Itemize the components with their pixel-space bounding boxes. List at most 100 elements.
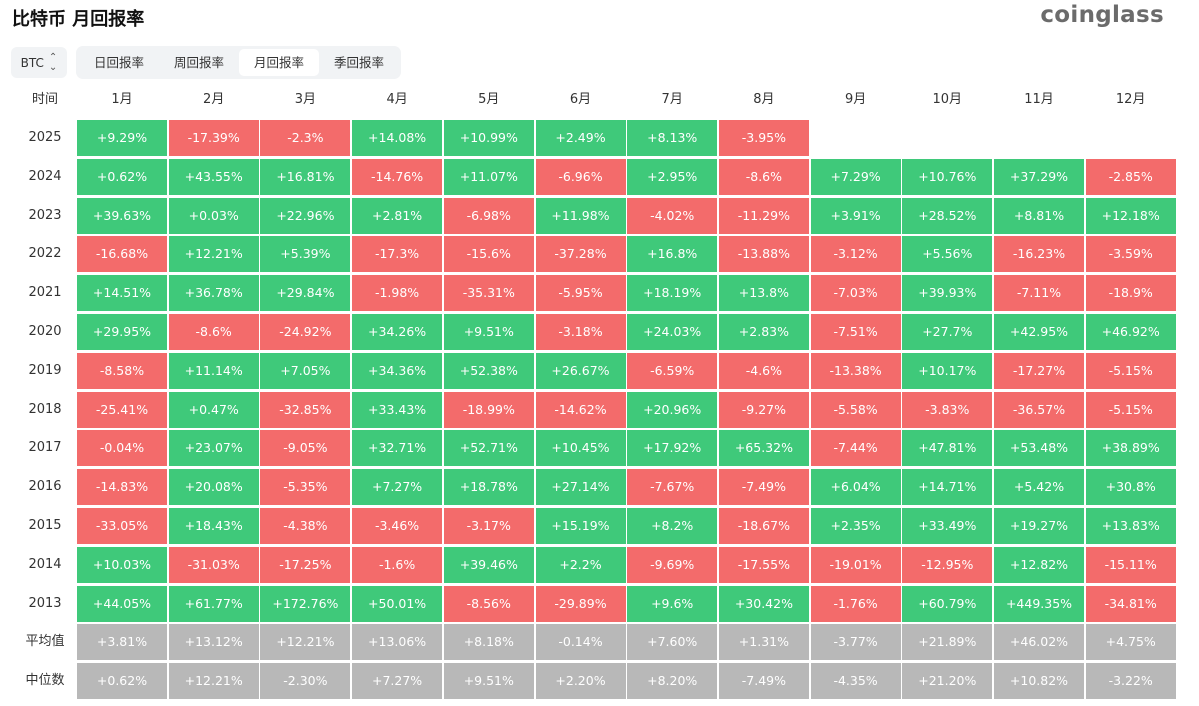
stat-cell[interactable]: +3.81% — [77, 624, 167, 661]
return-cell[interactable]: -15.6% — [443, 236, 534, 273]
return-cell[interactable]: +10.76% — [902, 158, 993, 195]
return-cell[interactable]: +23.07% — [168, 430, 259, 467]
return-cell[interactable]: -17.27% — [994, 352, 1084, 389]
return-cell[interactable]: +10.45% — [535, 430, 626, 467]
return-cell[interactable]: -13.88% — [718, 236, 809, 273]
return-cell[interactable]: +14.51% — [77, 275, 167, 312]
return-cell[interactable]: +2.2% — [535, 546, 626, 583]
return-cell[interactable]: +43.55% — [168, 158, 259, 195]
return-cell[interactable]: +29.84% — [260, 275, 351, 312]
return-cell[interactable]: -14.83% — [77, 469, 167, 506]
stat-cell[interactable]: -0.14% — [535, 624, 626, 661]
return-cell[interactable]: +16.81% — [260, 158, 351, 195]
return-cell[interactable]: -16.68% — [77, 236, 167, 273]
return-cell[interactable]: -2.85% — [1085, 158, 1176, 195]
stat-cell[interactable]: +7.60% — [627, 624, 718, 661]
return-cell[interactable]: +32.71% — [352, 430, 443, 467]
return-cell[interactable]: +11.14% — [168, 352, 259, 389]
return-cell[interactable]: +2.81% — [352, 197, 443, 234]
return-cell[interactable]: +172.76% — [260, 585, 351, 622]
return-cell[interactable]: +11.98% — [535, 197, 626, 234]
coin-selector[interactable]: BTC ⌃ ⌄ — [11, 47, 67, 78]
return-cell[interactable]: +33.43% — [352, 391, 443, 428]
return-cell[interactable]: +39.93% — [902, 275, 993, 312]
stat-cell[interactable]: +21.20% — [902, 663, 993, 700]
return-cell[interactable]: -1.98% — [352, 275, 443, 312]
return-cell[interactable]: -7.03% — [810, 275, 901, 312]
return-cell[interactable]: -3.12% — [810, 236, 901, 273]
return-cell[interactable]: +33.49% — [902, 508, 993, 544]
return-cell[interactable]: -5.15% — [1085, 352, 1176, 389]
stat-cell[interactable]: +13.06% — [352, 624, 443, 661]
return-cell[interactable]: +2.35% — [810, 508, 901, 544]
return-cell[interactable]: -37.28% — [535, 236, 626, 273]
return-cell[interactable]: +8.13% — [627, 120, 718, 156]
return-cell[interactable]: -7.44% — [810, 430, 901, 467]
return-cell[interactable]: -0.04% — [77, 430, 167, 467]
return-cell[interactable]: -1.6% — [352, 546, 443, 583]
return-cell[interactable]: +18.19% — [627, 275, 718, 312]
return-cell[interactable]: -17.39% — [168, 120, 259, 156]
return-cell[interactable]: +16.8% — [627, 236, 718, 273]
return-cell[interactable]: -34.81% — [1085, 585, 1176, 622]
return-cell[interactable]: +7.29% — [810, 158, 901, 195]
return-cell[interactable]: -24.92% — [260, 314, 351, 350]
return-cell[interactable]: +8.81% — [994, 197, 1084, 234]
return-cell[interactable]: +30.8% — [1085, 469, 1176, 506]
stat-cell[interactable]: +8.18% — [443, 624, 534, 661]
return-cell[interactable]: +12.82% — [994, 546, 1084, 583]
return-cell[interactable]: -17.3% — [352, 236, 443, 273]
return-cell[interactable]: -11.29% — [718, 197, 809, 234]
return-cell[interactable]: +2.49% — [535, 120, 626, 156]
return-cell[interactable]: -8.6% — [718, 158, 809, 195]
return-cell[interactable]: -8.56% — [443, 585, 534, 622]
return-cell[interactable]: +46.92% — [1085, 314, 1176, 350]
stat-cell[interactable]: +0.62% — [77, 663, 167, 700]
return-cell[interactable]: +5.42% — [994, 469, 1084, 506]
return-cell[interactable]: -18.67% — [718, 508, 809, 544]
return-cell[interactable]: -7.67% — [627, 469, 718, 506]
return-cell[interactable]: -14.76% — [352, 158, 443, 195]
return-cell[interactable]: -3.83% — [902, 391, 993, 428]
return-cell[interactable]: +22.96% — [260, 197, 351, 234]
return-cell[interactable]: -9.05% — [260, 430, 351, 467]
return-cell[interactable]: +6.04% — [810, 469, 901, 506]
stat-cell[interactable]: -3.22% — [1085, 663, 1176, 700]
return-cell[interactable]: +15.19% — [535, 508, 626, 544]
return-cell[interactable]: -9.69% — [627, 546, 718, 583]
return-cell[interactable]: +5.39% — [260, 236, 351, 273]
return-cell[interactable]: +30.42% — [718, 585, 809, 622]
return-cell[interactable]: +12.18% — [1085, 197, 1176, 234]
return-cell[interactable]: +3.91% — [810, 197, 901, 234]
return-cell[interactable]: +39.46% — [443, 546, 534, 583]
coinglass-logo[interactable]: coinglass — [1040, 2, 1164, 28]
return-cell[interactable]: +52.38% — [443, 352, 534, 389]
return-cell[interactable]: +10.99% — [443, 120, 534, 156]
return-cell[interactable]: -7.51% — [810, 314, 901, 350]
return-cell[interactable]: +5.56% — [902, 236, 993, 273]
return-cell[interactable]: +39.63% — [77, 197, 167, 234]
return-cell[interactable]: +27.14% — [535, 469, 626, 506]
stat-cell[interactable]: -4.35% — [810, 663, 901, 700]
return-cell[interactable]: -15.11% — [1085, 546, 1176, 583]
return-cell[interactable]: -6.96% — [535, 158, 626, 195]
stat-cell[interactable]: +46.02% — [994, 624, 1084, 661]
return-cell[interactable]: +20.08% — [168, 469, 259, 506]
return-cell[interactable]: -3.95% — [718, 120, 809, 156]
return-cell[interactable]: +19.27% — [994, 508, 1084, 544]
return-cell[interactable]: -8.6% — [168, 314, 259, 350]
stat-cell[interactable]: +12.21% — [260, 624, 351, 661]
return-cell[interactable]: -3.18% — [535, 314, 626, 350]
return-cell[interactable]: +14.71% — [902, 469, 993, 506]
return-cell[interactable]: +10.17% — [902, 352, 993, 389]
return-cell[interactable]: +52.71% — [443, 430, 534, 467]
return-cell[interactable]: -1.76% — [810, 585, 901, 622]
return-cell[interactable]: -6.59% — [627, 352, 718, 389]
return-cell[interactable]: -3.59% — [1085, 236, 1176, 273]
return-cell[interactable]: -16.23% — [994, 236, 1084, 273]
stat-cell[interactable]: +7.27% — [352, 663, 443, 700]
return-cell[interactable]: +53.48% — [994, 430, 1084, 467]
return-cell[interactable]: -4.6% — [718, 352, 809, 389]
return-cell[interactable]: +38.89% — [1085, 430, 1176, 467]
return-cell[interactable]: -6.98% — [443, 197, 534, 234]
